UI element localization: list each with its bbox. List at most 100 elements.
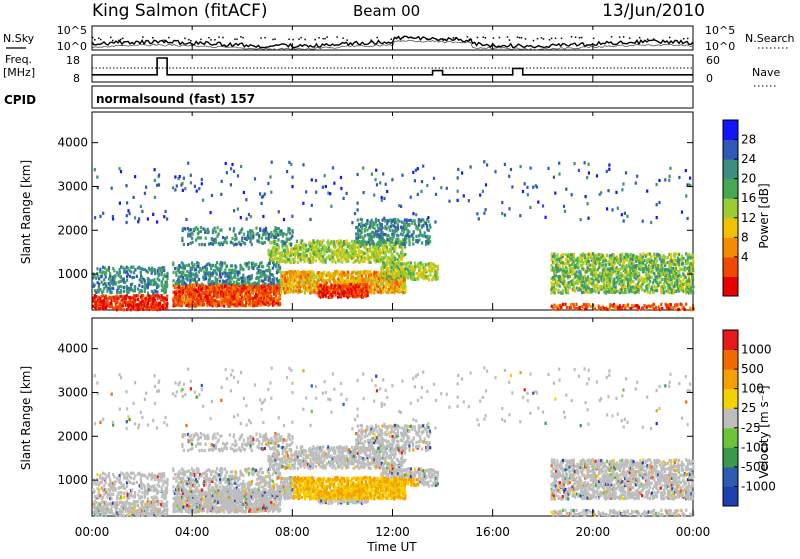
power-cell: [648, 283, 650, 286]
power-cell: [602, 254, 604, 257]
power-cell: [366, 219, 368, 222]
nsearch-point: [94, 39, 96, 41]
power-cell: [346, 249, 348, 252]
power-cell: [193, 283, 195, 286]
power-cell: [553, 252, 555, 255]
power-cell: [642, 252, 644, 255]
nsearch-point: [453, 37, 455, 39]
power-cell: [679, 280, 681, 283]
power-cell: [211, 237, 213, 240]
nsearch-point: [507, 36, 509, 38]
power-cell: [251, 243, 253, 246]
power-cell: [674, 263, 676, 266]
power-cell: [191, 232, 193, 235]
power-cell: [282, 255, 284, 258]
power-cell: [120, 289, 122, 292]
power-cell: [352, 243, 354, 246]
power-cell: [96, 267, 98, 270]
power-cell: [233, 227, 235, 230]
power-cell: [198, 243, 200, 246]
power-cell: [404, 283, 406, 286]
power-cell: [326, 286, 328, 289]
power-cell: [213, 282, 215, 285]
nsearch-point: [499, 37, 501, 39]
nsearch-point: [467, 36, 469, 38]
power-cell: [429, 235, 431, 238]
nsearch-point: [236, 39, 238, 41]
power-cell: [248, 261, 250, 264]
power-cell: [109, 272, 111, 275]
power-cell: [299, 246, 301, 249]
power-cell: [182, 271, 184, 274]
power-cell: [621, 253, 623, 256]
power-cell: [692, 258, 694, 261]
power-cell: [99, 215, 101, 218]
power-cell: [108, 269, 110, 272]
power-cell: [335, 261, 337, 264]
power-cell: [596, 283, 598, 286]
power-cell: [408, 230, 410, 233]
power-cell: [404, 253, 406, 256]
power-cell: [281, 259, 283, 262]
nave-tick-bottom: 0: [706, 72, 713, 85]
power-cell: [149, 268, 151, 271]
power-cell: [671, 281, 673, 284]
power-cell: [663, 282, 665, 285]
power-cell: [667, 306, 669, 309]
power-cell: [243, 233, 245, 236]
power-cell: [437, 265, 439, 268]
power-cell: [236, 237, 238, 240]
power-cell: [418, 239, 420, 242]
power-cell: [238, 282, 240, 285]
power-cell: [318, 278, 320, 281]
nsearch-point: [623, 36, 625, 38]
power-cell: [244, 282, 246, 285]
power-cell: [624, 304, 626, 307]
power-cell: [386, 263, 388, 266]
power-cell: [124, 281, 126, 284]
power-cell: [678, 253, 680, 256]
power-cell: [123, 278, 125, 281]
power-cell: [205, 237, 207, 240]
power-cell: [570, 303, 572, 306]
power-cell: [273, 240, 275, 243]
power-cell: [191, 237, 193, 240]
power-cell: [574, 290, 576, 293]
power-cell: [200, 226, 202, 229]
power-cell: [383, 270, 385, 273]
power-cell: [554, 291, 556, 294]
power-cell: [627, 303, 629, 306]
power-cell: [626, 267, 628, 270]
power-cell: [182, 262, 184, 265]
power-cell: [573, 253, 575, 256]
power-cell: [200, 230, 202, 233]
nsearch-point: [326, 36, 328, 38]
power-cell: [301, 239, 303, 242]
power-cell: [642, 255, 644, 258]
power-cell: [258, 280, 260, 283]
power-cell: [220, 276, 222, 279]
power-cell: [191, 261, 193, 264]
power-cell: [198, 231, 200, 234]
power-cell: [224, 268, 226, 271]
power-cell: [663, 291, 665, 294]
power-cell: [220, 228, 222, 231]
nsearch-point: [214, 39, 216, 41]
power-cell: [204, 243, 206, 246]
power-cell: [653, 303, 655, 306]
power-cell: [684, 308, 686, 311]
power-cell: [277, 234, 279, 237]
power-cell: [145, 186, 147, 189]
power-cell: [579, 271, 581, 274]
nsearch-point: [543, 38, 545, 40]
nsearch-point: [346, 39, 348, 41]
power-cell: [649, 253, 651, 256]
cpid-label: CPID: [4, 93, 36, 107]
power-cell: [624, 288, 626, 291]
power-cell: [327, 239, 329, 242]
power-cell: [351, 240, 353, 243]
power-cell: [367, 294, 369, 297]
power-cell: [276, 243, 278, 246]
power-cell: [594, 266, 596, 269]
power-cell: [206, 267, 208, 270]
